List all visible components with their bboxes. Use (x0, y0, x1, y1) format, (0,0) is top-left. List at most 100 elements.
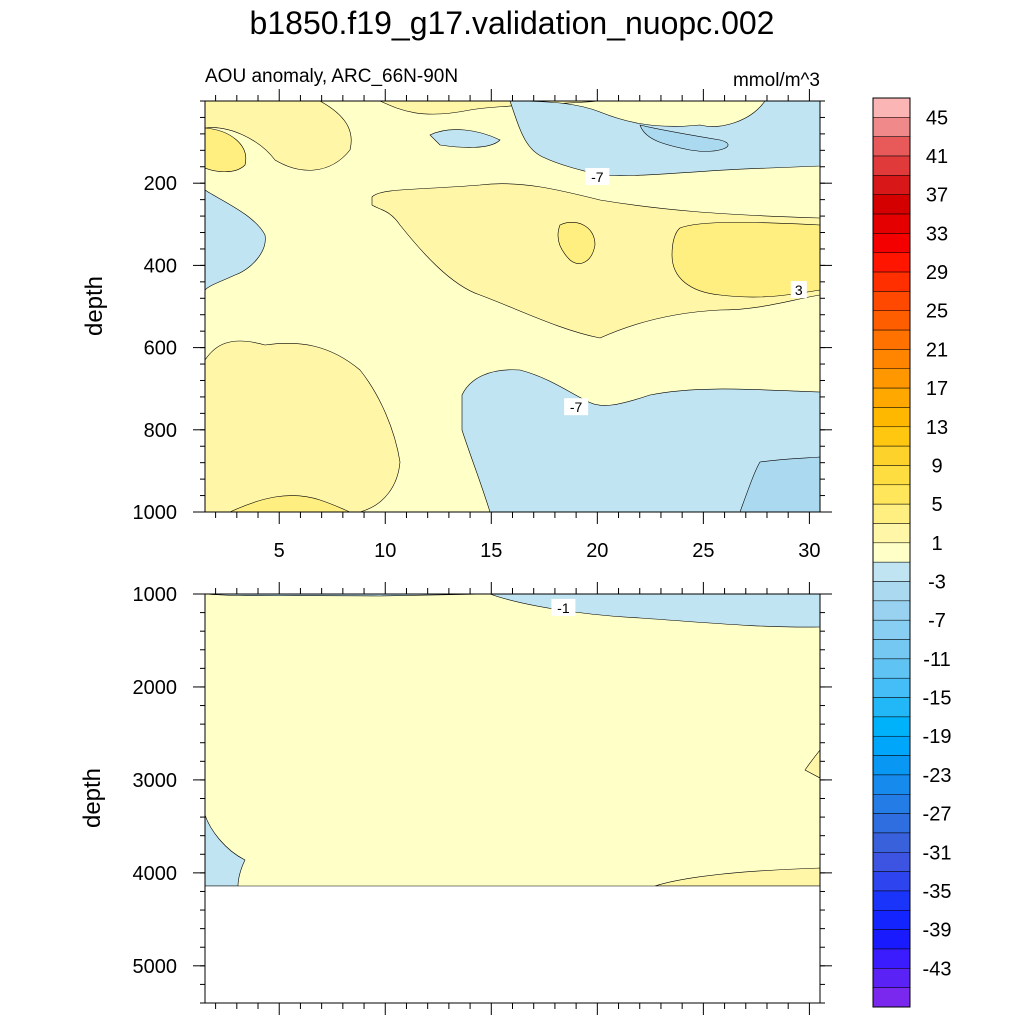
colorbar-swatch (872, 735, 911, 756)
upper-small-cold (429, 129, 501, 148)
colorbar-swatch (872, 175, 911, 195)
colorbar-swatch (872, 387, 911, 408)
colorbar-swatch (872, 968, 911, 988)
lower-y-tick-label: 4000 (133, 863, 178, 885)
upper-contour-labels: -7 3 -7 (564, 168, 807, 416)
upper-contour-label: 3 (795, 282, 803, 298)
colorbar-tick-label: -7 (928, 610, 946, 632)
colorbar: 45 41 37 33 29 25 21 17 13 9 5 1 -3 -7 -11 -15 -19 -23 -27… (872, 97, 952, 1008)
units-label: mmol/m^3 (733, 70, 820, 91)
colorbar-tick-label: 29 (926, 262, 948, 284)
lower-x-ticks (215, 582, 810, 1015)
upper-y-tick-label: 600 (144, 338, 177, 360)
colorbar-tick-label: 45 (926, 107, 948, 129)
upper-lower-cold-core (739, 456, 820, 512)
upper-x-tick-label: 30 (798, 540, 820, 562)
colorbar-tick-label: -23 (923, 765, 952, 787)
colorbar-swatch (872, 639, 911, 660)
colorbar-tick-label: 13 (926, 417, 948, 439)
lower-y-tick-label: 5000 (133, 956, 178, 978)
colorbar-tick-label: 41 (926, 146, 948, 168)
colorbar-swatch (872, 774, 911, 795)
colorbar-swatch (872, 600, 911, 621)
upper-x-tick-label: 20 (586, 540, 608, 562)
colorbar-tick-label: -27 (923, 804, 952, 826)
colorbar-swatch (872, 987, 911, 1008)
colorbar-tick-label: -15 (923, 688, 952, 710)
lower-right-warm (804, 749, 820, 779)
upper-lower-warm (205, 340, 401, 512)
colorbar-swatch (872, 755, 911, 776)
colorbar-tick-label: 5 (931, 494, 942, 516)
colorbar-tick-label: 37 (926, 185, 948, 207)
upper-panel: 200 400 600 800 1000 5 10 15 20 25 30 -7 3 -7 depth (81, 89, 832, 562)
colorbar-swatch (872, 233, 911, 253)
colorbar-swatch (872, 194, 911, 215)
colorbar-swatch (872, 581, 911, 602)
upper-y-tick-label: 1000 (133, 502, 178, 524)
lower-contour-label-box (551, 598, 576, 616)
colorbar-swatch (872, 852, 911, 872)
lower-y-axis-label: depth (79, 768, 106, 828)
colorbar-swatch (872, 813, 911, 834)
colorbar-swatch (872, 271, 911, 292)
upper-top-cold-core (639, 124, 729, 152)
colorbar-swatch (872, 929, 911, 950)
lower-contour-labels: -1 (551, 598, 576, 616)
colorbar-tick-label: -11 (923, 649, 950, 671)
colorbar-swatch (872, 619, 911, 640)
colorbar-swatch (872, 832, 911, 853)
colorbar-swatch (872, 523, 911, 544)
lower-panel: 1000 2000 3000 4000 5000 -1 depth (79, 582, 832, 1015)
colorbar-tick-label: -39 (923, 920, 952, 942)
colorbar-tick-label: 33 (926, 223, 948, 245)
colorbar-swatch (872, 155, 911, 176)
upper-x-ticks: 5 10 15 20 25 30 (215, 89, 821, 562)
upper-mid-warm-core-a (557, 222, 596, 264)
colorbar-tick-label: 21 (926, 339, 948, 361)
upper-lower-warm-core (229, 495, 351, 512)
lower-y-ticks: 1000 2000 3000 4000 5000 (133, 584, 832, 1004)
colorbar-swatch (872, 445, 911, 466)
upper-y-tick-label: 200 (144, 173, 177, 195)
colorbar-swatch (872, 948, 911, 969)
colorbar-tick-label: -35 (923, 881, 952, 903)
upper-y-ticks: 200 400 600 800 1000 (133, 100, 832, 524)
colorbar-tick-label: -31 (923, 842, 952, 864)
upper-y-axis-label: depth (81, 276, 108, 336)
lower-y-tick-label: 2000 (133, 677, 178, 699)
colorbar-swatch (872, 136, 911, 157)
colorbar-swatch (872, 426, 911, 447)
colorbar-swatch (872, 503, 911, 524)
colorbar-tick-label: 17 (926, 378, 948, 400)
upper-x-tick-label: 5 (274, 540, 285, 562)
upper-y-tick-label: 400 (144, 255, 177, 277)
colorbar-swatch (872, 465, 911, 486)
upper-contour-label-box (564, 398, 589, 416)
colorbar-swatch (872, 291, 911, 311)
colorbar-swatch (872, 794, 911, 814)
upper-contour-label-box (790, 281, 807, 299)
colorbar-tick-label: -3 (928, 572, 946, 594)
colorbar-frame (872, 97, 911, 1008)
colorbar-swatch (872, 677, 911, 698)
colorbar-swatch (872, 349, 911, 370)
upper-mid-warm (371, 183, 820, 339)
colorbar-swatch (872, 97, 911, 118)
upper-mid-warm-core-b (671, 222, 820, 298)
lower-left-cold (205, 814, 246, 886)
lower-contour-label: -1 (557, 600, 570, 616)
upper-lower-cold (461, 369, 820, 512)
upper-left-cold (205, 189, 266, 291)
colorbar-tick-label: -43 (923, 958, 952, 980)
colorbar-tick-label: 25 (926, 301, 948, 323)
colorbar-swatch (872, 213, 911, 234)
colorbar-swatch (872, 407, 911, 428)
lower-y-tick-label: 3000 (133, 770, 178, 792)
colorbar-swatch (872, 329, 911, 350)
colorbar-swatch (872, 310, 911, 331)
lower-y-tick-label: 1000 (133, 584, 178, 606)
lower-background-fill (205, 594, 820, 886)
upper-warm-patch (205, 101, 352, 171)
colorbar-tick-label: -19 (923, 726, 952, 748)
